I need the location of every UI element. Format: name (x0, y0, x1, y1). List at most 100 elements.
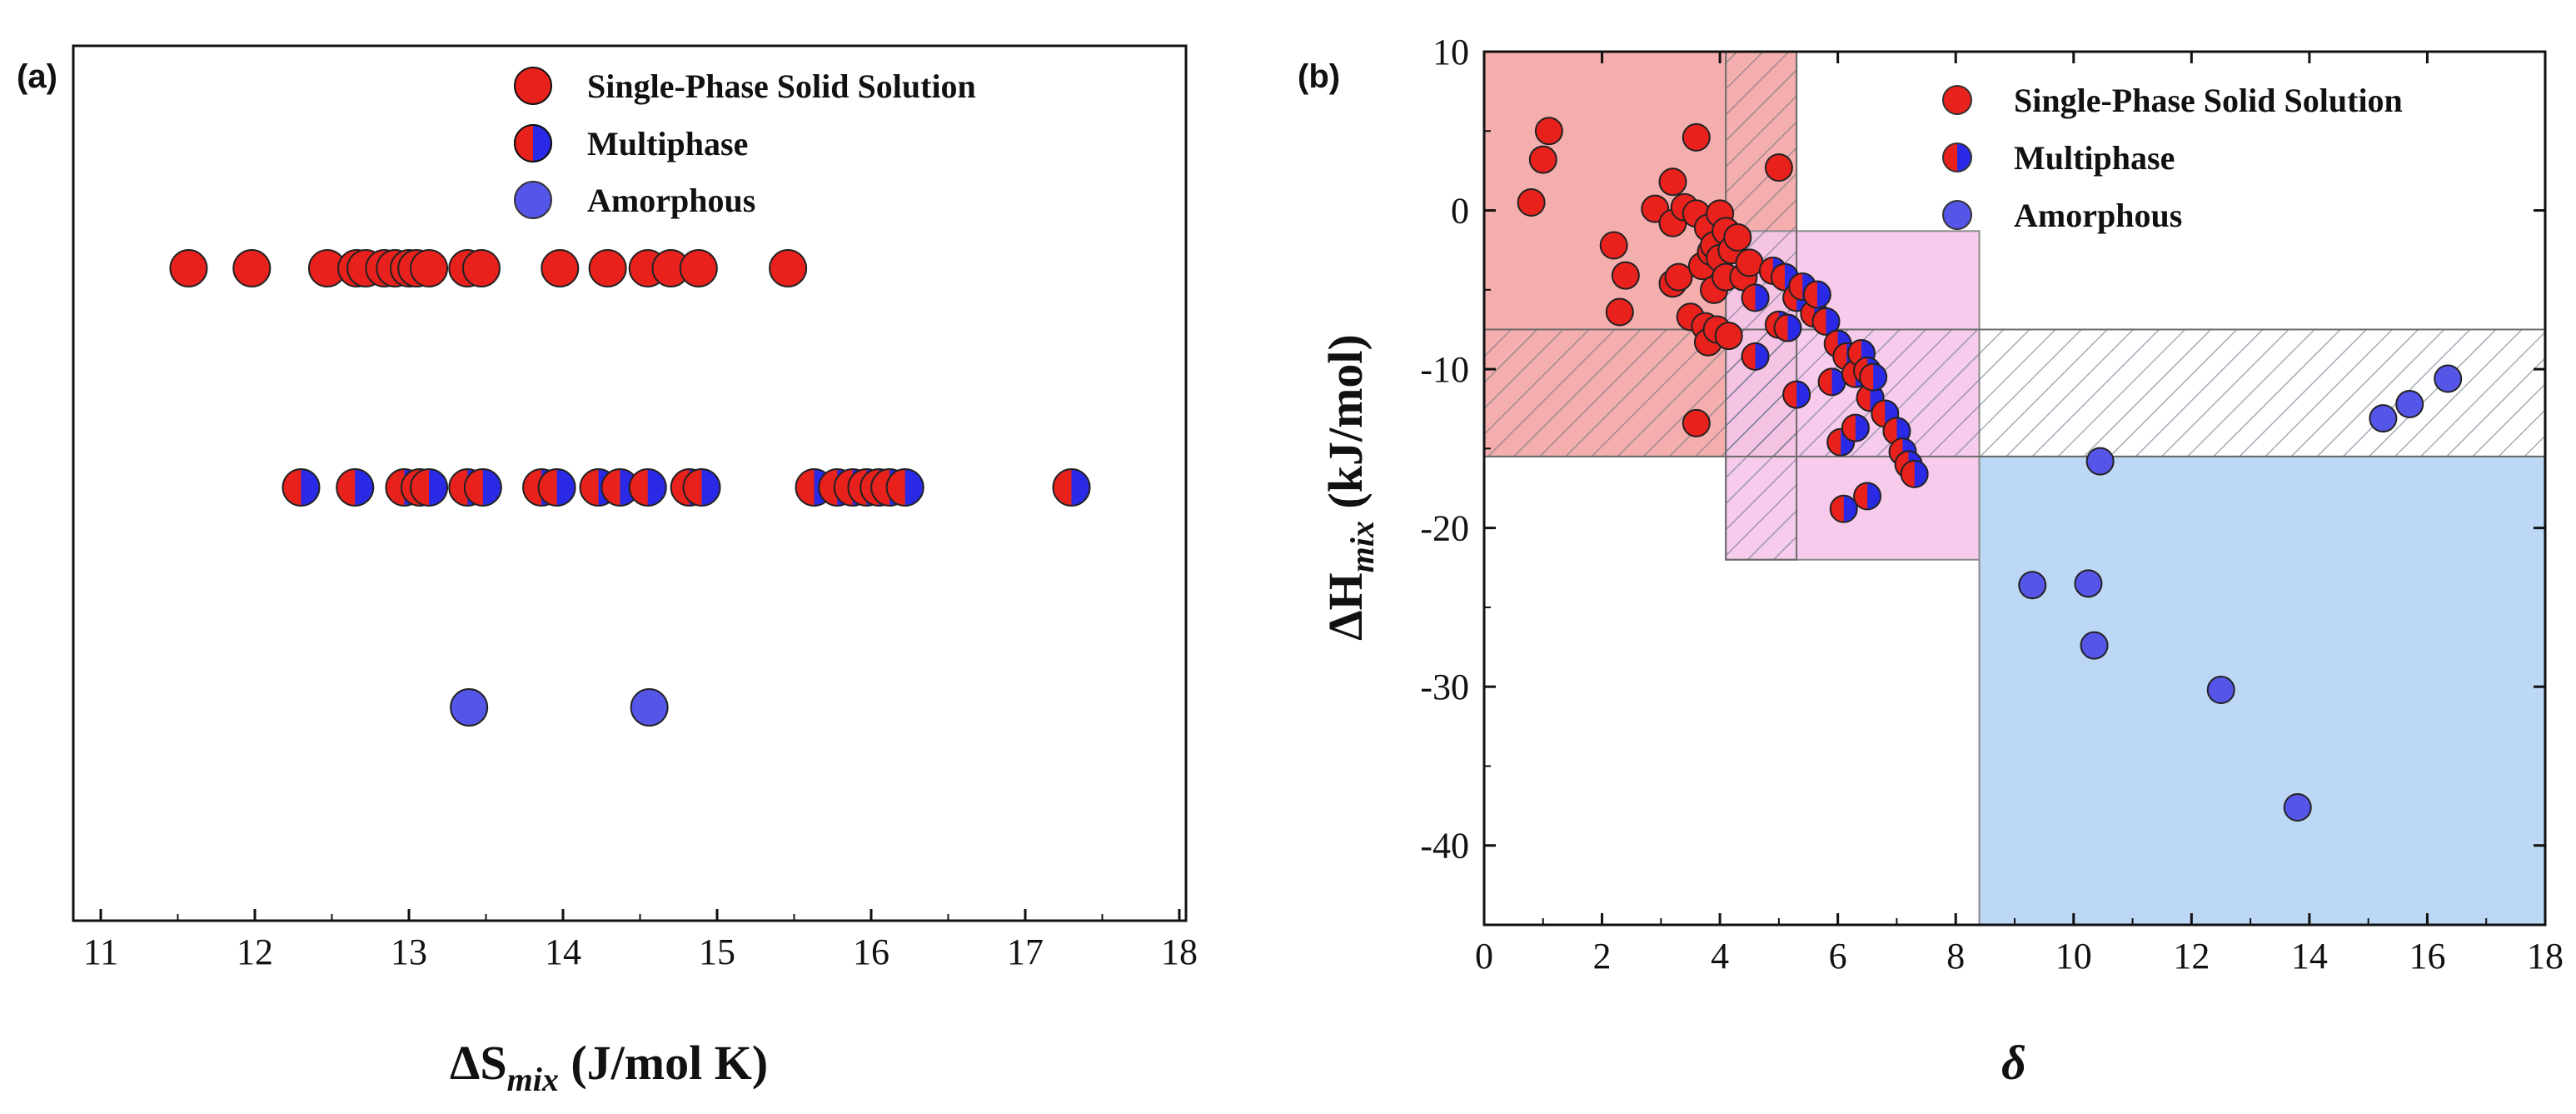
panel-b-ticks: 0 2 4 6 8 10 12 14 16 18 10 0 -10 -20 -30 -40 (1420, 32, 2564, 977)
panel-b-point-single (1599, 231, 1628, 260)
panel-a-point-multi (600, 468, 640, 507)
panel-b-point-amorph (2434, 364, 2463, 393)
panel-b-point-single (1517, 188, 1546, 217)
legend-a-amorph-label: Amorphous (587, 182, 755, 219)
panel-a-point-multi (410, 468, 449, 507)
panel-b-point-single (1528, 145, 1557, 174)
panel-b-point-amorph (2085, 447, 2115, 476)
legend-b-single-marker (1942, 85, 1972, 115)
panel-a-x-tick-label: 16 (853, 932, 889, 972)
panel-b-label: (b) (1298, 58, 1340, 95)
panel-b-x-axis-label: δ (2001, 1036, 2026, 1090)
panel-a-point-multi (682, 468, 721, 507)
panel-b-x-tick-label: 0 (1475, 936, 1493, 977)
panel-b-point-single (1664, 262, 1693, 292)
panel-a-point-single (541, 249, 580, 287)
panel-b-x-tick-label: 10 (2055, 936, 2092, 977)
panel-b-point-amorph (2080, 631, 2109, 660)
amorphous-region (1978, 455, 2545, 925)
panel-b-point-multi (1741, 342, 1770, 371)
panel-a-x-ticks: 11 12 13 14 15 16 17 18 (83, 909, 1198, 972)
panel-b-point-multi (1802, 280, 1831, 309)
panel-b-point-amorph (2283, 792, 2312, 822)
panel-a-frame (72, 44, 1188, 922)
panel-b-point-multi (1741, 283, 1770, 312)
panel-a-point-single (410, 249, 449, 287)
panel-a-point-amorph (630, 688, 669, 727)
panel-b-point-multi (1782, 380, 1811, 409)
legend-b-amorph-label: Amorphous (2014, 197, 2182, 234)
panel-a-x-axis-label: ΔSmix (J/mol K) (450, 1036, 768, 1098)
panel-b-y-tick-label: 0 (1451, 191, 1469, 232)
panel-b-x-tick-label: 16 (2409, 936, 2445, 977)
panel-b-x-tick-label: 12 (2173, 936, 2210, 977)
panel-b-points (1517, 117, 2463, 822)
legend-a-multi-label: Multiphase (587, 125, 748, 162)
panel-a-point-multi (336, 468, 375, 507)
panel-b-point-multi (1773, 313, 1802, 342)
legend-a-single-marker (514, 67, 552, 105)
panel-b-point-multi (1841, 413, 1870, 442)
panel-b-point-single (1714, 322, 1743, 351)
legend-a-multi-marker (514, 124, 552, 162)
panel-a-point-amorph (450, 688, 489, 727)
panel-b-point-single (1723, 222, 1752, 252)
panel-b-y-tick-label: -40 (1420, 826, 1469, 867)
panel-a-point-multi (628, 468, 667, 507)
panel-a-legend: Single-Phase Solid Solution Multiphase A… (514, 67, 976, 219)
panel-b-y-tick-label: 10 (1432, 32, 1469, 72)
panel-b-point-amorph (2206, 675, 2235, 704)
panel-a-x-tick-label: 15 (699, 932, 735, 972)
panel-b-x-tick-label: 2 (1593, 936, 1612, 977)
panel-b-point-multi (1853, 482, 1882, 511)
panel-b-point-multi (1900, 459, 1929, 488)
panel-a-x-tick-label: 18 (1161, 932, 1198, 972)
panel-b-point-single (1534, 117, 1563, 146)
panel-a-point-single (769, 249, 808, 287)
panel-b-regions (1484, 52, 2545, 925)
panel-a-point-multi (885, 468, 924, 507)
legend-b-multi-marker (1942, 142, 1972, 172)
panel-b-x-tick-label: 18 (2527, 936, 2564, 977)
panel-b-y-tick-label: -10 (1420, 349, 1469, 390)
legend-a-single-label: Single-Phase Solid Solution (587, 67, 976, 105)
panel-a-point-single (232, 249, 272, 287)
panel-b-point-multi (1859, 362, 1888, 392)
panel-b: (b) 0 2 4 6 8 10 12 14 16 18 10 0 -10 -20 -30 -40 Singl… (1298, 32, 2564, 1090)
panel-b-x-tick-label: 8 (1946, 936, 1965, 977)
panel-a-x-tick-label: 13 (391, 932, 427, 972)
panel-b-x-tick-label: 4 (1711, 936, 1729, 977)
panel-b-point-multi (1856, 383, 1885, 412)
panel-a-x-tick-label: 11 (83, 932, 118, 972)
panel-a-x-tick-label: 12 (237, 932, 273, 972)
panel-b-point-amorph (2395, 390, 2424, 419)
panel-a-x-tick-label: 17 (1007, 932, 1044, 972)
panel-b-x-tick-label: 14 (2291, 936, 2328, 977)
legend-b-single-label: Single-Phase Solid Solution (2014, 82, 2403, 119)
panel-a-point-multi (282, 468, 321, 507)
panel-b-point-single (1605, 297, 1634, 327)
panel-b-point-single (1735, 248, 1764, 277)
panel-b-point-amorph (2074, 569, 2103, 598)
panel-a-point-single (679, 249, 718, 287)
panel-a: (a) 11 12 13 14 15 16 17 18 Single-Phase Solid … (17, 44, 1198, 1098)
panel-b-y-axis-label: ΔHmix (kJ/mol) (1318, 334, 1381, 641)
panel-b-point-single (1682, 122, 1711, 152)
panel-b-legend: Single-Phase Solid Solution Multiphase A… (1942, 82, 2403, 234)
panel-a-point-single (169, 249, 208, 287)
panel-a-point-single (461, 249, 501, 287)
panel-b-point-single (1682, 408, 1711, 437)
panel-a-x-tick-label: 14 (545, 932, 581, 972)
panel-a-point-multi (537, 468, 576, 507)
panel-b-point-amorph (2018, 571, 2047, 600)
panel-b-point-single (1658, 167, 1687, 197)
panel-a-point-multi (1052, 468, 1091, 507)
panel-b-point-amorph (2369, 404, 2398, 433)
panel-a-points (169, 249, 1091, 727)
panel-a-point-single (588, 249, 627, 287)
legend-a-amorph-marker (514, 181, 552, 219)
panel-b-point-multi (1829, 494, 1858, 523)
panel-a-point-multi (463, 468, 502, 507)
panel-b-y-tick-label: -30 (1420, 667, 1469, 707)
